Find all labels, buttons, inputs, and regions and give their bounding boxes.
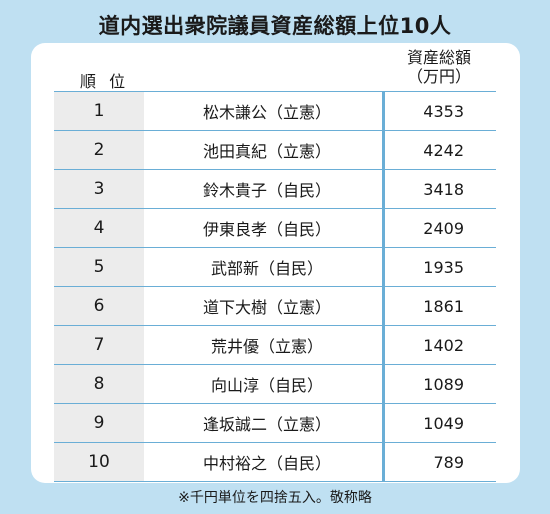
member-name-cell: 松木謙公（立憲）	[144, 92, 385, 130]
assets-value-cell: 1402	[423, 335, 464, 355]
table-row: 9 逢坂誠二（立憲） 1049	[54, 404, 496, 443]
rank-column-header: 順 位	[80, 72, 130, 91]
table-row: 5 武部新（自民） 1935	[54, 248, 496, 287]
assets-value-cell: 4353	[423, 101, 464, 121]
footnote: ※千円単位を四捨五入。敬称略	[178, 490, 372, 506]
table-row: 8 向山淳（自民） 1089	[54, 365, 496, 404]
rank-cell: 5	[54, 248, 144, 286]
table-row: 6 道下大樹（立憲） 1861	[54, 287, 496, 326]
assets-value-cell: 1861	[423, 296, 464, 316]
member-name-cell: 荒井優（立憲）	[144, 326, 385, 364]
rank-cell: 6	[54, 287, 144, 325]
chart-title: 道内選出衆院議員資産総額上位10人	[98, 14, 452, 38]
member-name-cell: 池田真紀（立憲）	[144, 131, 385, 169]
rank-cell: 7	[54, 326, 144, 364]
table-row: 3 鈴木貴子（自民） 3418	[54, 170, 496, 209]
rank-cell: 1	[54, 92, 144, 130]
assets-value-cell: 1049	[423, 413, 464, 433]
member-name-cell: 向山淳（自民）	[144, 365, 385, 403]
table-row: 4 伊東良孝（自民） 2409	[54, 209, 496, 248]
rank-cell: 2	[54, 131, 144, 169]
assets-value-cell: 3418	[423, 179, 464, 199]
table-row: 7 荒井優（立憲） 1402	[54, 326, 496, 365]
rank-cell: 9	[54, 404, 144, 442]
assets-column-header: 資産総額 （万円）	[384, 48, 494, 86]
assets-header-unit: （万円）	[406, 67, 471, 86]
assets-value-cell: 4242	[423, 140, 464, 160]
assets-value-cell: 1089	[423, 374, 464, 394]
table-row: 2 池田真紀（立憲） 4242	[54, 131, 496, 170]
member-name-cell: 鈴木貴子（自民）	[144, 170, 385, 208]
member-name-cell: 伊東良孝（自民）	[144, 209, 385, 247]
member-name-cell: 道下大樹（立憲）	[144, 287, 385, 325]
assets-header-label: 資産総額	[406, 48, 471, 67]
rank-cell: 4	[54, 209, 144, 247]
member-name-cell: 中村裕之（自民）	[144, 443, 385, 481]
ranking-table: 1 松木謙公（立憲） 4353 2 池田真紀（立憲） 4242 3 鈴木貴子（自民） 3418 4…	[54, 91, 496, 482]
member-name-cell: 武部新（自民）	[144, 248, 385, 286]
assets-value-cell: 2409	[423, 218, 464, 238]
assets-value-cell: 789	[433, 452, 464, 472]
table-row: 1 松木謙公（立憲） 4353	[54, 92, 496, 131]
assets-value-cell: 1935	[423, 257, 464, 277]
rank-cell: 3	[54, 170, 144, 208]
member-name-cell: 逢坂誠二（立憲）	[144, 404, 385, 442]
rank-cell: 10	[54, 443, 144, 481]
rank-cell: 8	[54, 365, 144, 403]
table-row: 10 中村裕之（自民） 789	[54, 443, 496, 482]
